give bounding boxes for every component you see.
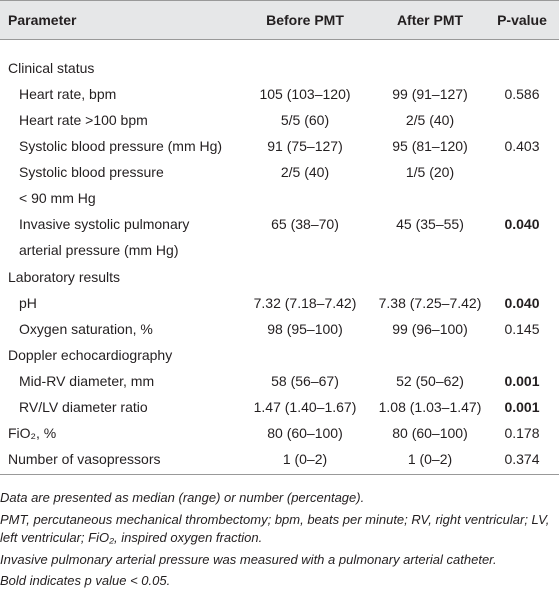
header-cell: After PMT: [396, 12, 464, 28]
footnote: Bold indicates p value < 0.05.: [0, 573, 171, 588]
before-value: 1.47 (1.40–1.67): [253, 398, 357, 415]
section-label: Clinical status: [8, 60, 95, 76]
parameter: Mid-RV diameter, mm: [19, 372, 155, 389]
footnote: Data are presented as median (range) or …: [0, 490, 365, 505]
after-value: 45 (35–55): [396, 216, 464, 233]
parameter: Heart rate, bpm: [19, 86, 117, 103]
parameter: RV/LV diameter ratio: [19, 398, 148, 415]
p-value: 0.040: [504, 294, 540, 311]
after-value: 2/5 (40): [405, 112, 455, 129]
p-value: 0.001: [504, 372, 540, 389]
header-band: [0, 0, 559, 40]
footnote: Invasive pulmonary arterial pressure was…: [0, 551, 497, 567]
parameter: arterial pressure (mm Hg): [19, 242, 179, 259]
parameter: Number of vasopressors: [8, 451, 161, 468]
p-value: 0.374: [504, 451, 540, 468]
after-value: 1/5 (20): [405, 164, 455, 181]
before-value: 2/5 (40): [280, 164, 330, 181]
parameter: Heart rate >100 bpm: [19, 112, 148, 129]
header-cell: Parameter: [8, 12, 77, 28]
before-value: 65 (38–70): [271, 216, 339, 233]
after-value: 99 (91–127): [392, 86, 468, 103]
before-value: 7.32 (7.18–7.42): [253, 294, 357, 311]
parameter: FiO₂, %: [8, 424, 57, 441]
p-value: 0.040: [504, 216, 540, 233]
after-value: 1.08 (1.03–1.47): [378, 398, 482, 415]
footnotes: Data are presented as median (range) or …: [0, 489, 554, 594]
after-value: 80 (60–100): [392, 424, 468, 441]
footnote: PMT, percutaneous mechanical thrombectom…: [0, 511, 550, 546]
section-label: Doppler echocardiography: [8, 346, 173, 363]
p-value: 0.403: [504, 138, 540, 155]
before-value: 5/5 (60): [280, 112, 330, 129]
parameter: Invasive systolic pulmonary: [19, 216, 190, 233]
before-value: 91 (75–127): [267, 138, 343, 155]
before-value: 105 (103–120): [259, 86, 351, 103]
bottom-rule: [0, 474, 559, 475]
section-label: Laboratory results: [8, 268, 121, 285]
after-value: 95 (81–120): [392, 138, 468, 155]
before-value: 98 (95–100): [267, 320, 343, 337]
parameter: Systolic blood pressure: [19, 164, 164, 181]
p-value: 0.586: [504, 86, 540, 103]
after-value: 1 (0–2): [407, 451, 453, 468]
after-value: 7.38 (7.25–7.42): [378, 294, 482, 311]
parameter: Systolic blood pressure (mm Hg): [19, 138, 223, 155]
parameter: Oxygen saturation, %: [19, 320, 153, 337]
p-value: 0.001: [504, 398, 540, 415]
p-value: 0.178: [504, 424, 540, 441]
p-value: 0.145: [504, 320, 540, 337]
after-value: 99 (96–100): [392, 320, 468, 337]
before-value: 80 (60–100): [267, 424, 343, 441]
header-cell: P-value: [497, 12, 547, 28]
parameter: pH: [19, 294, 37, 311]
parameter: < 90 mm Hg: [19, 190, 96, 207]
before-value: 1 (0–2): [282, 451, 328, 468]
before-value: 58 (56–67): [271, 372, 339, 389]
header-cell: Before PMT: [266, 12, 344, 28]
after-value: 52 (50–62): [396, 372, 464, 389]
